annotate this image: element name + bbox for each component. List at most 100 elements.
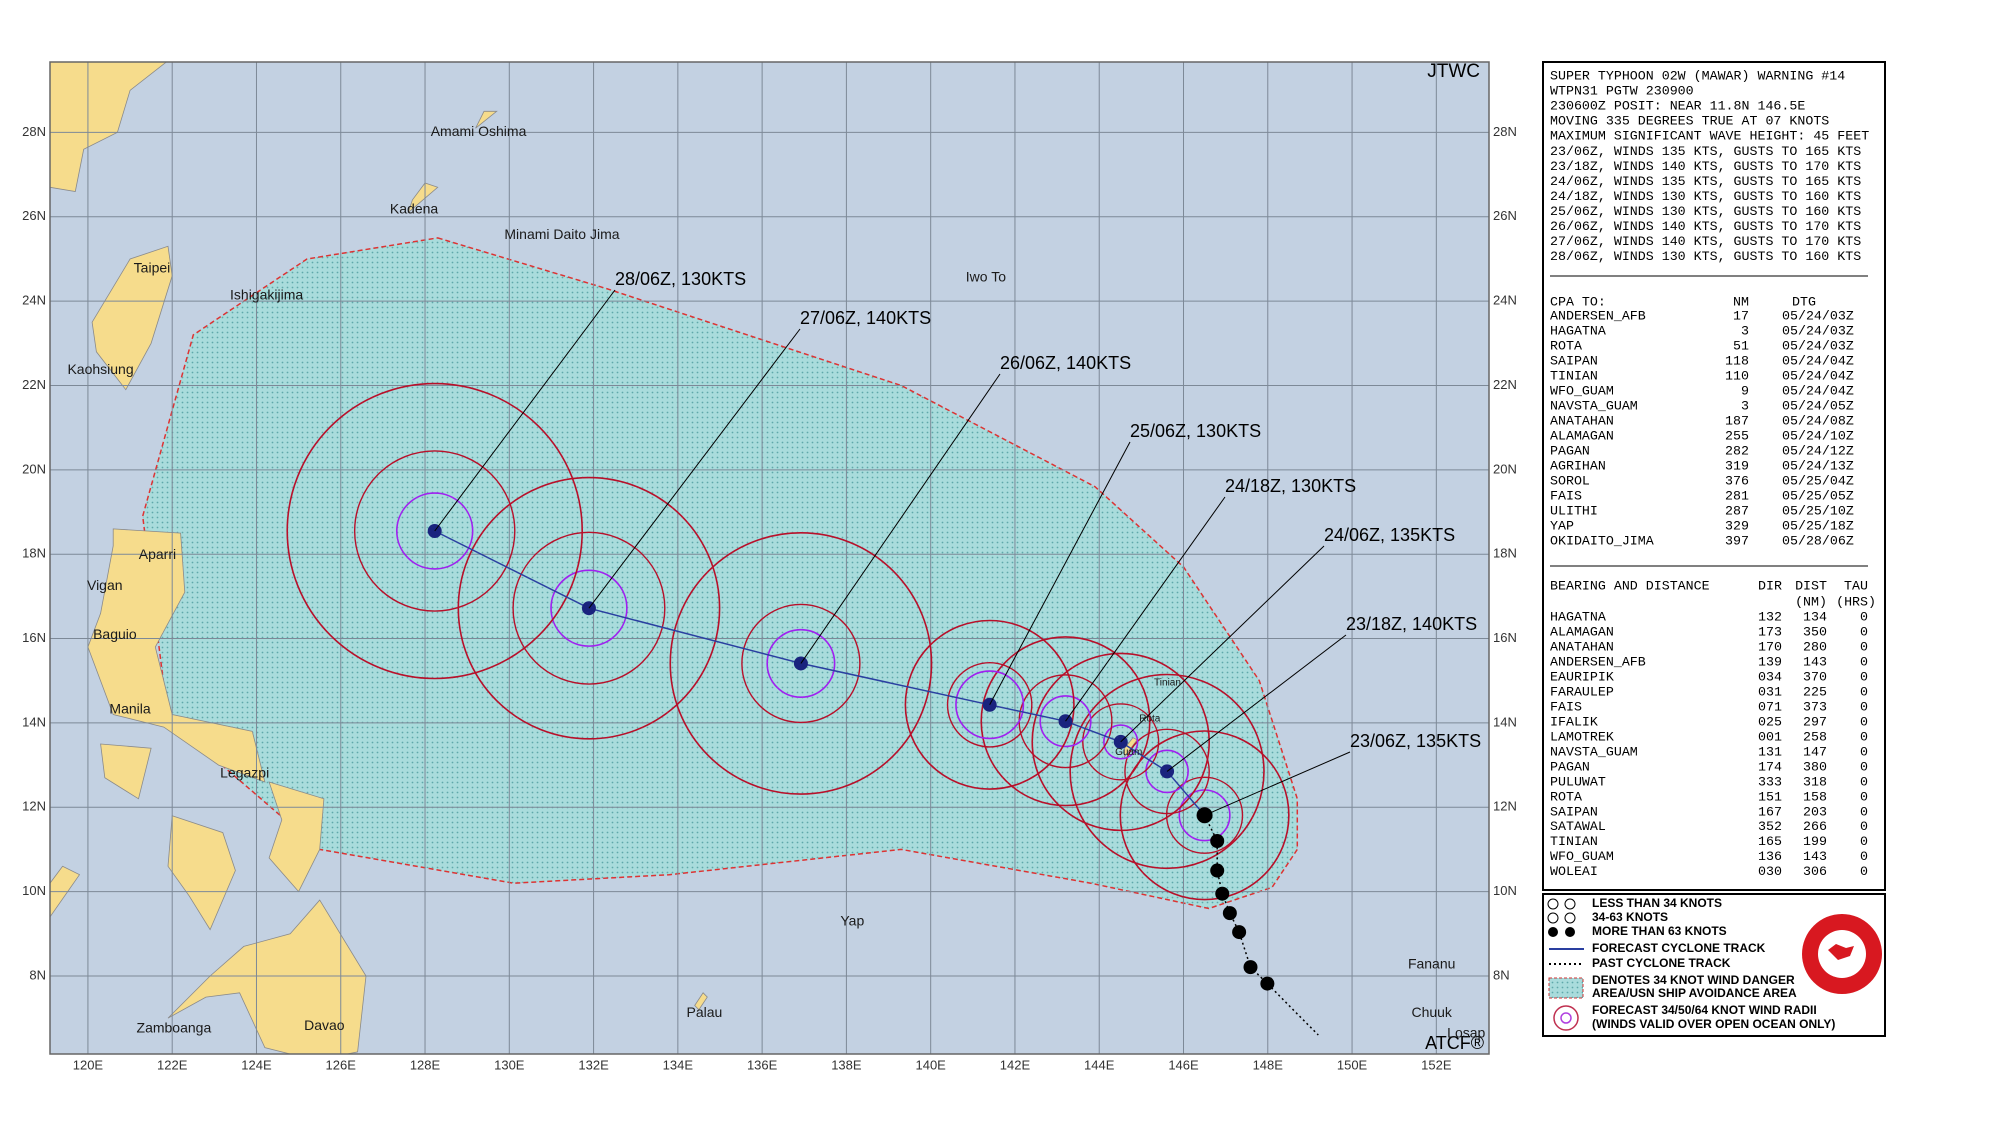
place-label: Ishigakijima xyxy=(230,286,303,302)
place-label: Taipei xyxy=(134,259,171,275)
warning-line: SUPER TYPHOON 02W (MAWAR) WARNING #14 xyxy=(1550,69,1845,84)
bearing-cell: ROTA xyxy=(1550,789,1582,804)
forecast-line: 23/06Z, WINDS 135 KTS, GUSTS TO 165 KTS xyxy=(1550,144,1861,159)
legend-icons xyxy=(1547,898,1882,1031)
bearing-cell: WOLEAI xyxy=(1550,864,1598,879)
place-label: Amami Oshima xyxy=(431,123,527,139)
bearing-cell: 031 xyxy=(1758,684,1782,699)
place-label: Chuuk xyxy=(1411,1004,1452,1020)
forecast-label: 23/06Z, 135KTS xyxy=(1350,731,1481,751)
land xyxy=(167,899,367,1054)
past-position xyxy=(1243,960,1258,975)
y-tick-label: 28N xyxy=(22,124,46,139)
x-tick-label: 132E xyxy=(578,1057,609,1072)
bearing-cell: 0 xyxy=(1860,624,1868,639)
bearing-cell: 147 xyxy=(1803,744,1827,759)
leader-line xyxy=(1204,751,1351,816)
land xyxy=(1124,737,1138,758)
warning-line: MOVING 335 DEGREES TRUE AT 07 KNOTS xyxy=(1550,114,1829,129)
cpa-cell: 05/24/04Z xyxy=(1782,384,1854,399)
x-tick-label: 152E xyxy=(1421,1057,1452,1072)
place-label: Guam xyxy=(1115,747,1142,758)
bearing-cell: 225 xyxy=(1803,684,1827,699)
land xyxy=(100,743,152,800)
cpa-cell: 287 xyxy=(1725,504,1749,519)
cpa-cell: 3 xyxy=(1741,399,1749,414)
forecast-line: 28/06Z, WINDS 130 KTS, GUSTS TO 160 KTS xyxy=(1550,249,1861,264)
bearing-cell: 131 xyxy=(1758,744,1782,759)
cpa-cell: 187 xyxy=(1725,414,1749,429)
bearing-cell: 132 xyxy=(1758,610,1782,625)
y-tick-label: 28N xyxy=(1493,124,1517,139)
land xyxy=(167,815,236,931)
radius-50kt xyxy=(1082,703,1160,781)
place-label: Losap xyxy=(1447,1024,1485,1040)
bearing-cell: 0 xyxy=(1860,789,1868,804)
x-tick-label: 134E xyxy=(663,1057,694,1072)
bearing-cell: 173 xyxy=(1758,624,1782,639)
forecast-label: 28/06Z, 130KTS xyxy=(615,269,746,289)
x-tick-label: 124E xyxy=(241,1057,272,1072)
x-tick-label: 146E xyxy=(1168,1057,1199,1072)
cpa-cell: AGRIHAN xyxy=(1550,459,1606,474)
bearing-cell: 0 xyxy=(1860,819,1868,834)
bearing-cell: 151 xyxy=(1758,789,1782,804)
bearing-cell: PAGAN xyxy=(1550,759,1590,774)
map-frame xyxy=(49,61,1490,1055)
forecast-track xyxy=(434,530,1206,816)
radius-34kt xyxy=(1031,652,1211,832)
legend-entry: 34-63 KNOTS xyxy=(1592,910,1668,924)
bearing-cell: 373 xyxy=(1803,699,1827,714)
bearing-cell: 0 xyxy=(1860,714,1868,729)
forecast-line: 26/06Z, WINDS 140 KTS, GUSTS TO 170 KTS xyxy=(1550,219,1861,234)
radius-50kt xyxy=(1165,776,1244,854)
x-tick-label: 142E xyxy=(1000,1057,1031,1072)
y-tick-label: 10N xyxy=(22,883,46,898)
forecast-line: 23/18Z, WINDS 140 KTS, GUSTS TO 170 KTS xyxy=(1550,159,1861,174)
radius-34kt xyxy=(286,382,583,680)
bearing-cell: 139 xyxy=(1758,654,1782,669)
y-tick-label: 16N xyxy=(1493,630,1517,645)
x-tick-label: 138E xyxy=(831,1057,862,1072)
bearing-cell: 167 xyxy=(1758,804,1782,819)
bearing-cell: 0 xyxy=(1860,744,1868,759)
cpa-cell: 9 xyxy=(1741,384,1749,399)
cpa-cell: 05/25/04Z xyxy=(1782,474,1854,489)
legend-entry: DENOTES 34 KNOT WIND DANGER xyxy=(1592,973,1795,987)
forecast-label: 25/06Z, 130KTS xyxy=(1130,421,1261,441)
y-tick-label: 20N xyxy=(22,461,46,476)
cpa-column: DTG xyxy=(1792,295,1816,310)
cpa-cell: ULITHI xyxy=(1550,504,1598,519)
y-tick-label: 8N xyxy=(1493,967,1510,982)
place-label: Iwo To xyxy=(966,269,1006,285)
legend-entry: LESS THAN 34 KNOTS xyxy=(1592,896,1722,910)
bearing-cell: IFALIK xyxy=(1550,714,1598,729)
cpa-cell: 05/24/05Z xyxy=(1782,399,1854,414)
warning-line: MAXIMUM SIGNIFICANT WAVE HEIGHT: 45 FEET xyxy=(1550,129,1869,144)
cpa-cell: 329 xyxy=(1725,519,1749,534)
leader-line xyxy=(1120,545,1325,743)
bearing-cell: ANATAHAN xyxy=(1550,639,1614,654)
cpa-cell: 110 xyxy=(1725,369,1749,384)
place-label: Legazpi xyxy=(220,765,269,781)
place-label: Vigan xyxy=(87,577,123,593)
bearing-cell: HAGATNA xyxy=(1550,610,1606,625)
y-tick-label: 22N xyxy=(1493,377,1517,392)
place-label: Baguio xyxy=(93,626,137,642)
bearing-cell: 0 xyxy=(1860,610,1868,625)
legend-entry: (WINDS VALID OVER OPEN OCEAN ONLY) xyxy=(1592,1017,1835,1031)
bearing-cell: TINIAN xyxy=(1550,834,1598,849)
bearing-cell: 0 xyxy=(1860,684,1868,699)
y-tick-label: 12N xyxy=(1493,799,1517,814)
info-panel xyxy=(1542,61,1886,891)
leader-line xyxy=(989,441,1131,706)
forecast-label: 24/06Z, 135KTS xyxy=(1324,525,1455,545)
bearing-cell: LAMOTREK xyxy=(1550,729,1614,744)
radius-50kt xyxy=(741,603,861,724)
bearing-column: DIST xyxy=(1795,579,1827,594)
leader-line xyxy=(434,289,616,532)
bearing-cell: 306 xyxy=(1803,864,1827,879)
bearing-cell: 380 xyxy=(1803,759,1827,774)
cpa-cell: 05/24/13Z xyxy=(1782,459,1854,474)
radius-64kt xyxy=(1145,749,1189,794)
